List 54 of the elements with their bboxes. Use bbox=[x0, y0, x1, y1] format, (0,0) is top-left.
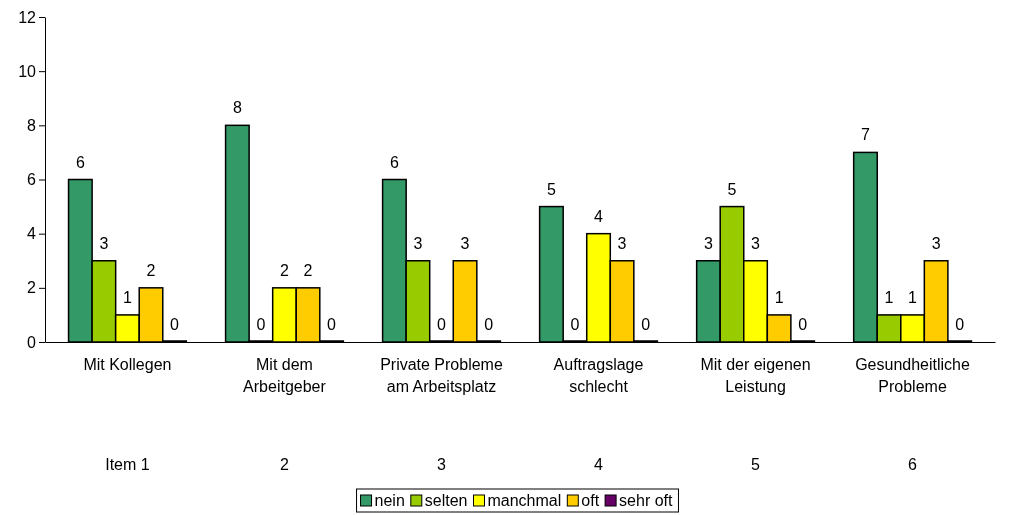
data-label: 3 bbox=[413, 234, 423, 252]
text: 6 bbox=[908, 456, 918, 473]
y-tick-label: 12 bbox=[18, 8, 37, 26]
text: 5 bbox=[751, 456, 761, 473]
y-tick-label: 6 bbox=[27, 171, 37, 189]
data-label: 0 bbox=[484, 316, 494, 333]
data-label: 3 bbox=[460, 234, 470, 252]
data-label: 4 bbox=[594, 207, 604, 225]
x-tick-label: Mit Kollegen bbox=[83, 356, 172, 373]
legend-label: sehr oft bbox=[619, 492, 674, 509]
text: 2 bbox=[280, 456, 290, 473]
data-label: 2 bbox=[280, 261, 290, 279]
x-tick-label: Mit der eigenen Leistung bbox=[700, 356, 811, 396]
data-label: 1 bbox=[122, 288, 132, 306]
data-label: 7 bbox=[861, 126, 870, 144]
data-label: 0 bbox=[170, 316, 180, 333]
data-label: 3 bbox=[751, 234, 761, 252]
text: 3 bbox=[437, 456, 447, 473]
legend-label: manchmal bbox=[487, 492, 562, 509]
data-label: 1 bbox=[774, 288, 784, 306]
data-label: 2 bbox=[303, 261, 313, 279]
data-label: 1 bbox=[884, 288, 894, 306]
text: 4 bbox=[594, 456, 604, 473]
data-label: 3 bbox=[99, 234, 109, 252]
x-tick-label: Auftragslage schlecht bbox=[553, 356, 644, 396]
data-label: 0 bbox=[955, 316, 965, 333]
data-label: 2 bbox=[146, 261, 156, 279]
legend-label: nein bbox=[374, 492, 405, 509]
x-tick-label: Gesundheitliche Probleme bbox=[855, 356, 971, 396]
data-label: 3 bbox=[703, 234, 713, 252]
data-label: 0 bbox=[327, 316, 337, 333]
y-tick-label: 0 bbox=[27, 333, 37, 351]
data-label: 3 bbox=[617, 234, 627, 252]
x-tick-label: Mit dem Arbeitgeber bbox=[243, 356, 327, 396]
data-label: 5 bbox=[546, 180, 556, 198]
data-label: 6 bbox=[389, 153, 399, 171]
legend-label: selten bbox=[424, 492, 468, 509]
data-label: 8 bbox=[232, 99, 242, 117]
text: Item 1 bbox=[105, 456, 150, 473]
x-tick-label: Private Probleme am Arbeitsplatz bbox=[380, 356, 503, 396]
data-label: 5 bbox=[727, 180, 737, 198]
data-label: 6 bbox=[75, 153, 85, 171]
legend-label: oft bbox=[581, 492, 600, 509]
y-tick-label: 2 bbox=[27, 279, 37, 297]
data-label: 0 bbox=[570, 316, 580, 333]
y-tick-label: 10 bbox=[18, 62, 37, 80]
data-label: 3 bbox=[931, 234, 941, 252]
data-label: 0 bbox=[641, 316, 651, 333]
data-label: 1 bbox=[908, 288, 918, 306]
data-label: 0 bbox=[798, 316, 808, 333]
data-label: 0 bbox=[437, 316, 447, 333]
y-tick-label: 8 bbox=[27, 116, 37, 134]
y-tick-label: 4 bbox=[27, 225, 37, 243]
data-label: 0 bbox=[256, 316, 266, 333]
